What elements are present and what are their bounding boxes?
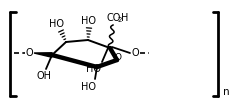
Text: O: O xyxy=(25,48,33,58)
Text: H: H xyxy=(120,13,128,23)
Text: HO: HO xyxy=(81,82,96,92)
Text: O: O xyxy=(131,48,138,58)
Text: HO: HO xyxy=(81,16,96,26)
Text: O: O xyxy=(114,53,121,61)
Text: 2: 2 xyxy=(117,17,122,23)
Text: HO: HO xyxy=(86,64,101,74)
Text: OH: OH xyxy=(36,71,51,81)
Text: HO: HO xyxy=(49,19,64,29)
Text: n: n xyxy=(222,87,229,97)
Text: CO: CO xyxy=(106,13,121,23)
Polygon shape xyxy=(34,53,52,57)
